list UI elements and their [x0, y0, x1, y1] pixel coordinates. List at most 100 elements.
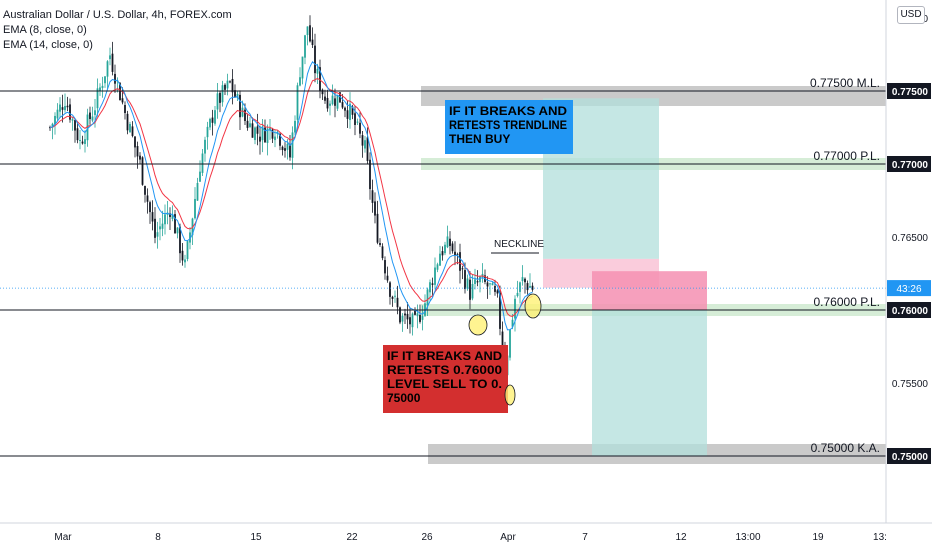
candle	[114, 73, 116, 84]
candle	[179, 226, 181, 254]
candle	[76, 128, 79, 141]
candle	[514, 298, 516, 319]
candle	[59, 104, 61, 112]
candle	[421, 315, 424, 320]
candle	[254, 127, 256, 141]
price-label-box-2	[887, 302, 931, 318]
candle	[69, 104, 71, 120]
candle	[401, 315, 404, 322]
candle	[181, 250, 184, 261]
price-label-0: 0.77500	[892, 87, 929, 98]
candle	[341, 102, 344, 108]
candle	[464, 270, 466, 290]
candle	[531, 285, 534, 290]
candle	[314, 45, 316, 74]
price-label-box-1	[887, 156, 931, 172]
buy-callout-box	[445, 100, 573, 154]
level-label-1: 0.77000 P.L.	[813, 149, 880, 163]
candle	[106, 61, 109, 77]
candle	[164, 214, 166, 225]
currency-badge[interactable]: USD	[897, 6, 925, 24]
candle	[419, 314, 421, 322]
candle	[66, 105, 69, 108]
candle	[346, 110, 349, 119]
candle	[261, 126, 264, 141]
candle	[384, 260, 386, 274]
time-tick: 7	[582, 532, 588, 543]
candle	[244, 109, 246, 121]
candle	[279, 133, 281, 146]
candle	[334, 98, 336, 106]
candle	[351, 106, 354, 115]
level-label-0: 0.77500 M.L.	[810, 76, 880, 90]
low-marker-3	[524, 293, 542, 319]
candle	[264, 127, 266, 143]
low-marker-1	[468, 314, 488, 336]
sell-callout-line: RETESTS 0.76000	[387, 363, 502, 377]
price-label-box-0	[887, 83, 931, 99]
sell-callout-line: IF IT BREAKS AND	[387, 349, 502, 363]
candle	[441, 251, 444, 256]
candle	[371, 190, 374, 203]
candle	[134, 136, 136, 148]
price-label-2: 0.76000	[892, 306, 929, 317]
buy-callout-line: IF IT BREAKS AND	[449, 104, 567, 118]
candle	[119, 83, 121, 101]
candle	[491, 283, 494, 286]
sell-callout-box	[383, 345, 508, 413]
candle	[184, 259, 186, 263]
candle	[144, 185, 146, 195]
candle	[126, 113, 129, 131]
candle	[196, 182, 199, 201]
time-tick: Apr	[500, 532, 516, 543]
candle	[376, 213, 379, 243]
price-tick: 0.76500	[892, 233, 929, 244]
candle	[256, 126, 259, 134]
buy-callout-line: RETESTS TRENDLINE	[449, 118, 567, 132]
candle	[296, 85, 299, 120]
ema-14-legend: EMA (14, close, 0)	[3, 39, 93, 51]
candle	[251, 123, 254, 138]
candle	[291, 132, 294, 158]
candle	[136, 146, 139, 157]
candle	[89, 112, 91, 120]
candle	[229, 81, 231, 83]
price-label-box-3	[887, 448, 931, 464]
candle	[431, 283, 434, 285]
candle	[216, 93, 219, 110]
candle	[61, 107, 64, 110]
candle	[129, 123, 131, 133]
level-label-3: 0.75000 K.A.	[811, 441, 880, 455]
candle	[316, 68, 319, 74]
candle	[131, 126, 134, 136]
candle	[489, 283, 491, 285]
candle	[111, 53, 114, 72]
candle	[84, 139, 86, 144]
time-tick: Mar	[54, 532, 72, 543]
candle	[379, 243, 381, 245]
candle	[529, 285, 531, 288]
candle	[121, 98, 124, 103]
candle	[104, 76, 106, 84]
candle	[306, 26, 309, 36]
candle	[301, 56, 304, 79]
time-tick: 26	[421, 532, 433, 543]
candle	[169, 213, 171, 217]
candle	[386, 275, 389, 281]
candle	[224, 84, 226, 90]
candle	[211, 117, 214, 123]
candle	[389, 282, 391, 297]
buy-callout-line: THEN BUY	[449, 132, 510, 146]
candle	[326, 97, 329, 109]
candle	[336, 95, 339, 109]
candle	[366, 137, 369, 161]
candle	[206, 126, 209, 138]
candle	[494, 286, 496, 292]
candle	[319, 67, 321, 91]
candle	[374, 201, 376, 216]
candle	[139, 155, 141, 160]
candle	[289, 145, 291, 158]
candle	[459, 252, 461, 271]
ema-8-line	[49, 60, 533, 331]
